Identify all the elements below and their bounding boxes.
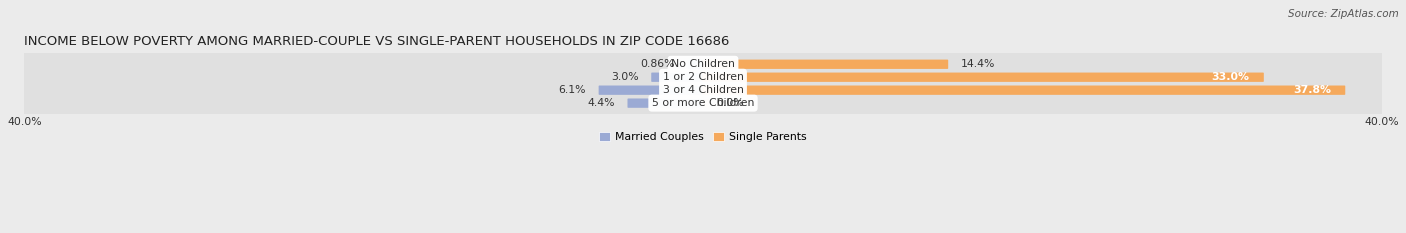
Text: 33.0%: 33.0%: [1212, 72, 1250, 82]
FancyBboxPatch shape: [21, 77, 1385, 103]
FancyBboxPatch shape: [21, 90, 1385, 116]
Text: 3 or 4 Children: 3 or 4 Children: [662, 85, 744, 95]
Text: 3.0%: 3.0%: [610, 72, 638, 82]
FancyBboxPatch shape: [702, 72, 1264, 82]
Text: 6.1%: 6.1%: [558, 85, 586, 95]
Text: 4.4%: 4.4%: [588, 98, 614, 108]
Text: 14.4%: 14.4%: [960, 59, 995, 69]
Text: 1 or 2 Children: 1 or 2 Children: [662, 72, 744, 82]
FancyBboxPatch shape: [627, 99, 704, 108]
Text: INCOME BELOW POVERTY AMONG MARRIED-COUPLE VS SINGLE-PARENT HOUSEHOLDS IN ZIP COD: INCOME BELOW POVERTY AMONG MARRIED-COUPL…: [24, 35, 730, 48]
Text: 37.8%: 37.8%: [1294, 85, 1331, 95]
FancyBboxPatch shape: [702, 60, 948, 69]
Text: Source: ZipAtlas.com: Source: ZipAtlas.com: [1288, 9, 1399, 19]
FancyBboxPatch shape: [688, 60, 704, 69]
Text: 5 or more Children: 5 or more Children: [652, 98, 754, 108]
FancyBboxPatch shape: [599, 86, 704, 95]
FancyBboxPatch shape: [21, 64, 1385, 90]
FancyBboxPatch shape: [651, 72, 704, 82]
FancyBboxPatch shape: [702, 99, 709, 108]
Text: 0.86%: 0.86%: [640, 59, 675, 69]
FancyBboxPatch shape: [702, 86, 1346, 95]
FancyBboxPatch shape: [21, 51, 1385, 77]
Text: 0.0%: 0.0%: [717, 98, 744, 108]
Text: No Children: No Children: [671, 59, 735, 69]
Legend: Married Couples, Single Parents: Married Couples, Single Parents: [599, 132, 807, 142]
